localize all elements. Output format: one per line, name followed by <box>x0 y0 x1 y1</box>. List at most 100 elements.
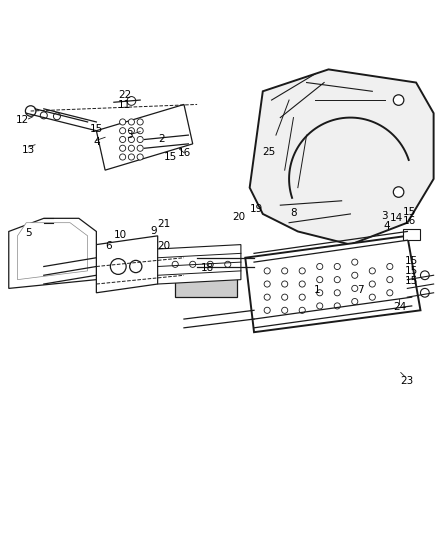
Circle shape <box>352 272 358 278</box>
Text: 4: 4 <box>383 221 390 231</box>
Text: 12: 12 <box>16 115 29 125</box>
Text: 13: 13 <box>22 144 35 155</box>
Circle shape <box>420 271 429 280</box>
Circle shape <box>40 112 47 119</box>
Circle shape <box>387 290 393 296</box>
Circle shape <box>369 281 375 287</box>
Polygon shape <box>9 219 96 288</box>
Circle shape <box>317 263 323 270</box>
Circle shape <box>207 261 213 268</box>
Circle shape <box>128 136 134 142</box>
Text: 21: 21 <box>158 220 171 229</box>
Text: 7: 7 <box>357 285 364 295</box>
Circle shape <box>264 281 270 287</box>
Text: 19: 19 <box>250 204 263 214</box>
Circle shape <box>120 119 126 125</box>
Circle shape <box>53 113 60 120</box>
Circle shape <box>334 303 340 309</box>
Circle shape <box>352 259 358 265</box>
Circle shape <box>128 119 134 125</box>
Circle shape <box>25 106 36 116</box>
Text: 9: 9 <box>150 227 157 237</box>
Polygon shape <box>158 245 241 284</box>
Circle shape <box>137 154 143 160</box>
Text: 16: 16 <box>177 149 191 158</box>
Circle shape <box>282 268 288 274</box>
Circle shape <box>190 261 196 268</box>
Circle shape <box>264 294 270 300</box>
Text: 15: 15 <box>405 266 418 276</box>
Circle shape <box>352 298 358 304</box>
Circle shape <box>334 277 340 282</box>
Circle shape <box>264 268 270 274</box>
Circle shape <box>137 128 143 134</box>
Circle shape <box>264 307 270 313</box>
Polygon shape <box>250 69 434 245</box>
Circle shape <box>120 136 126 142</box>
Text: 24: 24 <box>393 302 406 312</box>
Polygon shape <box>96 104 193 170</box>
Circle shape <box>120 154 126 160</box>
Text: 16: 16 <box>403 215 416 225</box>
Text: 15: 15 <box>90 124 103 134</box>
Text: 8: 8 <box>290 208 297 218</box>
Text: 3: 3 <box>381 211 388 221</box>
Text: 2: 2 <box>159 134 166 144</box>
Text: 25: 25 <box>263 147 276 157</box>
Circle shape <box>393 95 404 106</box>
Circle shape <box>225 261 231 268</box>
Circle shape <box>282 307 288 313</box>
Text: 15: 15 <box>403 207 416 217</box>
Text: 15: 15 <box>405 276 418 286</box>
Circle shape <box>128 128 134 134</box>
Circle shape <box>282 294 288 300</box>
Circle shape <box>120 128 126 134</box>
Circle shape <box>130 260 142 273</box>
Text: 15: 15 <box>164 152 177 162</box>
Polygon shape <box>18 223 88 280</box>
Circle shape <box>128 154 134 160</box>
Circle shape <box>137 136 143 142</box>
Text: 6: 6 <box>105 241 112 251</box>
Circle shape <box>137 119 143 125</box>
Circle shape <box>282 281 288 287</box>
Circle shape <box>393 187 404 197</box>
Text: 1: 1 <box>314 285 321 295</box>
Text: 22: 22 <box>118 90 131 100</box>
Circle shape <box>128 145 134 151</box>
Circle shape <box>334 263 340 270</box>
Circle shape <box>172 261 178 268</box>
Polygon shape <box>96 236 158 293</box>
Circle shape <box>299 281 305 287</box>
Circle shape <box>110 259 126 274</box>
Circle shape <box>387 263 393 270</box>
FancyBboxPatch shape <box>44 275 55 283</box>
Circle shape <box>299 294 305 300</box>
Circle shape <box>369 268 375 274</box>
Circle shape <box>299 268 305 274</box>
Text: 4: 4 <box>93 136 100 147</box>
Circle shape <box>127 96 136 106</box>
Circle shape <box>317 290 323 296</box>
Circle shape <box>120 145 126 151</box>
Circle shape <box>317 277 323 282</box>
Circle shape <box>369 294 375 300</box>
Circle shape <box>334 290 340 296</box>
Circle shape <box>387 277 393 282</box>
Circle shape <box>299 307 305 313</box>
Text: 5: 5 <box>25 228 32 238</box>
FancyBboxPatch shape <box>175 253 237 297</box>
Text: 20: 20 <box>232 213 245 222</box>
Circle shape <box>137 145 143 151</box>
Text: 11: 11 <box>118 100 131 110</box>
Polygon shape <box>245 236 420 332</box>
Text: 10: 10 <box>114 230 127 240</box>
Text: 3: 3 <box>126 130 133 140</box>
Circle shape <box>352 285 358 292</box>
Text: 18: 18 <box>201 263 214 273</box>
FancyBboxPatch shape <box>403 229 420 240</box>
Circle shape <box>420 288 429 297</box>
Text: 20: 20 <box>157 241 170 251</box>
Text: 14: 14 <box>389 213 403 223</box>
Circle shape <box>317 303 323 309</box>
